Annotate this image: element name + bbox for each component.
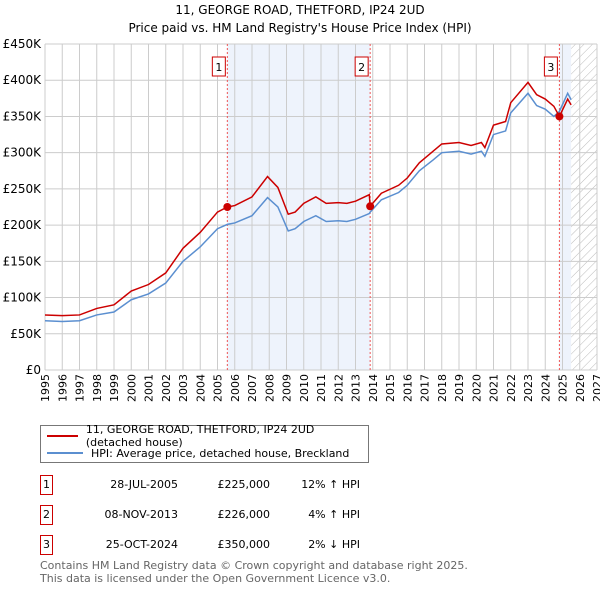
sale-row: 2 08-NOV-2013 £226,000 4% ↑ HPI [40, 505, 440, 525]
y-tick-label: £250K [3, 182, 43, 196]
sale-price: £226,000 [217, 508, 271, 521]
x-tick-label: 1999 [108, 374, 121, 402]
sale-price: £350,000 [217, 538, 271, 551]
x-tick-label: 2013 [350, 374, 363, 402]
x-tick-label: 2002 [160, 374, 173, 402]
x-tick-label: 2022 [505, 374, 518, 402]
x-tick-label: 1996 [56, 374, 69, 402]
x-tick-label: 2018 [436, 374, 449, 402]
sale-point [223, 203, 232, 211]
sale-point [555, 112, 564, 121]
x-tick-label: 2016 [401, 374, 414, 402]
price-chart: 11, GEORGE ROAD, THETFORD, IP24 2UD Pric… [3, 3, 600, 402]
x-tick-label: 2004 [194, 374, 207, 402]
legend-item-property: 11, GEORGE ROAD, THETFORD, IP24 2UD (det… [47, 423, 368, 449]
y-tick-label: £150K [3, 254, 43, 268]
y-tick-label: £100K [3, 291, 43, 305]
hpi-line [44, 91, 572, 323]
footer: Contains HM Land Registry data © Crown c… [40, 559, 468, 585]
x-tick-label: 2010 [298, 374, 311, 402]
sale-hpi-diff: 12% ↑ HPI [301, 478, 360, 491]
x-tick-label: 2015 [384, 374, 397, 402]
sale-row: 1 28-JUL-2005 £225,000 12% ↑ HPI [40, 475, 440, 495]
legend-label: 11, GEORGE ROAD, THETFORD, IP24 2UD (det… [85, 423, 315, 449]
shaded-period [559, 44, 572, 370]
legend-swatch-blue [47, 452, 83, 454]
sale-price: £225,000 [217, 478, 271, 491]
y-tick-label: £0 [26, 363, 41, 377]
y-tick-label: £350K [3, 109, 43, 123]
y-tick-label: £200K [3, 218, 43, 232]
sale-point [366, 202, 375, 211]
shaded-period [227, 44, 371, 370]
x-tick-label: 2006 [229, 374, 242, 402]
sale-label: 1 [215, 61, 222, 74]
x-tick-label: 2027 [591, 374, 600, 402]
legend-swatch-red [47, 435, 78, 437]
sale-date: 25-OCT-2024 [105, 538, 178, 551]
legend-item-hpi: HPI: Average price, detached house, Brec… [47, 445, 349, 461]
chart-title: 11, GEORGE ROAD, THETFORD, IP24 2UD [175, 3, 424, 17]
y-tick-label: £50K [10, 327, 42, 341]
x-tick-label: 2021 [488, 374, 501, 402]
legend: 11, GEORGE ROAD, THETFORD, IP24 2UD (det… [40, 423, 369, 463]
x-tick-label: 2008 [263, 374, 276, 402]
x-tick-label: 2005 [212, 374, 225, 402]
footer-line: This data is licensed under the Open Gov… [40, 572, 391, 585]
sale-marker-box: 3 [40, 535, 53, 555]
y-tick-label: £450K [3, 37, 43, 51]
x-tick-label: 2014 [367, 374, 380, 402]
x-tick-label: 2000 [125, 374, 138, 402]
property-price-line [44, 81, 572, 317]
x-tick-label: 2020 [470, 374, 483, 402]
x-tick-label: 1995 [39, 374, 52, 402]
x-tick-label: 1997 [74, 374, 87, 402]
sale-label: 3 [547, 61, 554, 74]
x-tick-label: 2023 [522, 374, 535, 402]
x-tick-label: 2003 [177, 374, 190, 402]
x-tick-label: 2011 [315, 374, 328, 402]
sale-hpi-diff: 4% ↑ HPI [308, 508, 360, 521]
sale-label: 2 [358, 61, 365, 74]
x-tick-label: 2001 [143, 374, 156, 402]
x-tick-label: 2017 [419, 374, 432, 402]
sale-label-box [211, 56, 226, 77]
x-tick-label: 2007 [246, 374, 259, 402]
forecast-hatch [571, 44, 597, 370]
sale-label-box [354, 56, 369, 77]
y-tick-label: £400K [3, 73, 43, 87]
footer-line: Contains HM Land Registry data © Crown c… [40, 559, 468, 572]
x-tick-label: 2012 [332, 374, 345, 402]
y-tick-label: £300K [3, 146, 43, 160]
chart-subtitle: Price paid vs. HM Land Registry's House … [128, 21, 471, 35]
sale-date: 08-NOV-2013 [104, 508, 178, 521]
x-tick-label: 2025 [557, 374, 570, 402]
sale-marker-box: 2 [40, 505, 53, 525]
sale-row: 3 25-OCT-2024 £350,000 2% ↓ HPI [40, 535, 440, 555]
x-tick-label: 1998 [91, 374, 104, 402]
sale-marker-box: 1 [40, 475, 53, 495]
sale-label-box [543, 56, 558, 77]
x-tick-label: 2024 [539, 374, 552, 402]
x-tick-label: 2019 [453, 374, 466, 402]
x-tick-label: 2026 [574, 374, 587, 402]
x-tick-label: 2009 [281, 374, 294, 402]
sale-date: 28-JUL-2005 [110, 478, 178, 491]
sale-hpi-diff: 2% ↓ HPI [308, 538, 360, 551]
legend-label: HPI: Average price, detached house, Brec… [91, 446, 350, 460]
